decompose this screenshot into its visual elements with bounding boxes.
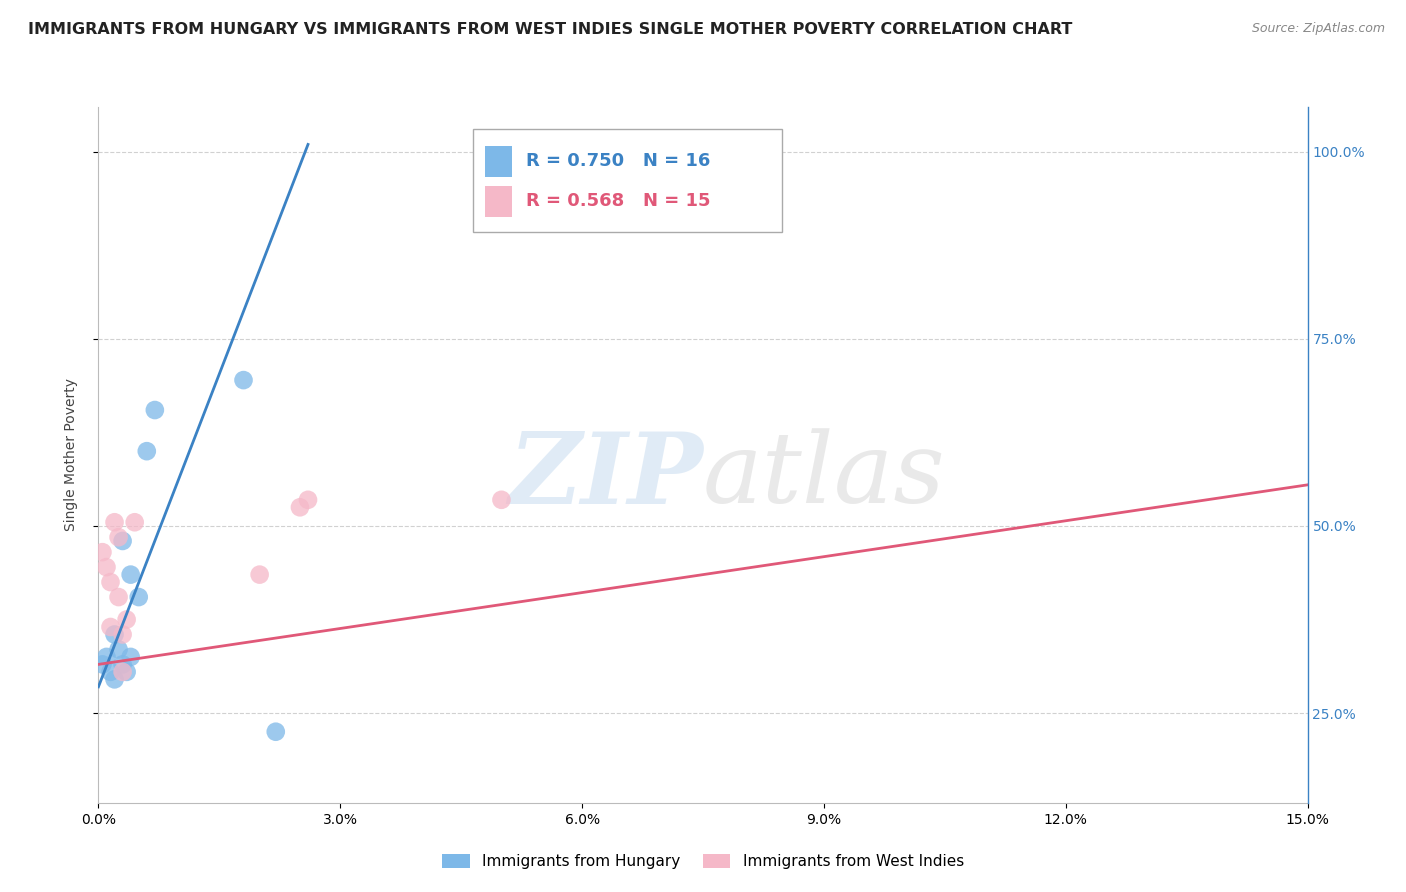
- Point: [107, 530, 129, 544]
- Point: [103, 673, 125, 687]
- Point: [264, 724, 287, 739]
- Point: [100, 665, 122, 679]
- FancyBboxPatch shape: [485, 186, 512, 217]
- Point: [249, 567, 271, 582]
- Point: [111, 627, 134, 641]
- Point: [128, 590, 150, 604]
- Point: [120, 649, 142, 664]
- Text: R = 0.568   N = 15: R = 0.568 N = 15: [526, 192, 711, 210]
- Point: [120, 567, 142, 582]
- Y-axis label: Single Mother Poverty: Single Mother Poverty: [63, 378, 77, 532]
- Point: [103, 515, 125, 529]
- Point: [107, 590, 129, 604]
- Point: [96, 560, 118, 574]
- Point: [143, 403, 166, 417]
- Point: [107, 642, 129, 657]
- Text: R = 0.750   N = 16: R = 0.750 N = 16: [526, 153, 711, 170]
- Point: [91, 545, 114, 559]
- Point: [135, 444, 157, 458]
- Point: [297, 492, 319, 507]
- Point: [103, 627, 125, 641]
- Point: [100, 575, 122, 590]
- Point: [491, 492, 513, 507]
- Point: [91, 657, 114, 672]
- Point: [111, 657, 134, 672]
- Point: [288, 500, 311, 515]
- Text: Source: ZipAtlas.com: Source: ZipAtlas.com: [1251, 22, 1385, 36]
- Point: [115, 665, 138, 679]
- Point: [232, 373, 254, 387]
- Point: [100, 620, 122, 634]
- Legend: Immigrants from Hungary, Immigrants from West Indies: Immigrants from Hungary, Immigrants from…: [436, 848, 970, 875]
- Text: IMMIGRANTS FROM HUNGARY VS IMMIGRANTS FROM WEST INDIES SINGLE MOTHER POVERTY COR: IMMIGRANTS FROM HUNGARY VS IMMIGRANTS FR…: [28, 22, 1073, 37]
- Point: [124, 515, 146, 529]
- Point: [111, 533, 134, 548]
- Text: ZIP: ZIP: [508, 427, 703, 524]
- Point: [115, 613, 138, 627]
- FancyBboxPatch shape: [485, 146, 512, 178]
- Point: [96, 649, 118, 664]
- Point: [111, 665, 134, 679]
- Text: atlas: atlas: [703, 428, 946, 524]
- FancyBboxPatch shape: [474, 129, 782, 232]
